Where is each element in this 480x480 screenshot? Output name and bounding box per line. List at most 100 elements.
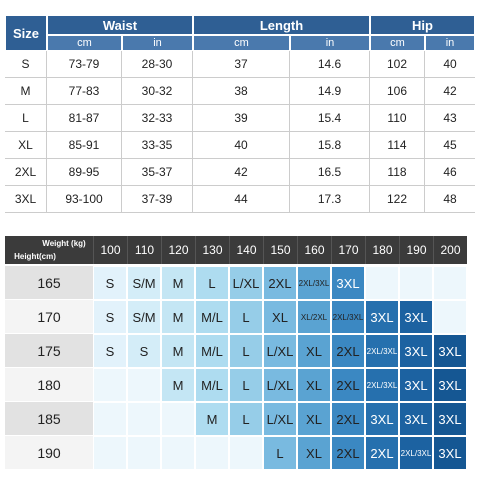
fit-cell: 3XL xyxy=(399,334,433,368)
fit-cell: 3XL xyxy=(399,402,433,436)
fit-cell: 3XL xyxy=(433,402,467,436)
weight-header: 140 xyxy=(229,236,263,264)
fit-cell xyxy=(161,436,195,470)
size-cell: 45 xyxy=(425,132,475,159)
fit-cell: L xyxy=(229,300,263,334)
height-header: 190 xyxy=(5,436,93,470)
fit-cell: 2XL/3XL xyxy=(399,436,433,470)
fit-cell: M/L xyxy=(195,368,229,402)
fit-cell: XL xyxy=(297,402,331,436)
size-cell: 114 xyxy=(370,132,425,159)
fit-cell xyxy=(93,368,127,402)
fit-cell: S xyxy=(93,334,127,368)
fit-cell: M xyxy=(195,402,229,436)
size-cell: 73-79 xyxy=(47,51,122,78)
size-cell: 89-95 xyxy=(47,159,122,186)
corner xyxy=(5,236,93,264)
fit-cell: M xyxy=(161,368,195,402)
weight-header: 200 xyxy=(433,236,467,264)
fit-cell: S/M xyxy=(127,300,161,334)
weight-header: 170 xyxy=(331,236,365,264)
size-cell: 42 xyxy=(425,78,475,105)
fit-cell: 3XL xyxy=(433,436,467,470)
size-cell: 122 xyxy=(370,186,425,213)
fit-cell: 2XL xyxy=(263,266,297,300)
fit-cell xyxy=(365,266,399,300)
fit-cell: 3XL xyxy=(365,402,399,436)
fit-cell xyxy=(195,436,229,470)
size-cell: 38 xyxy=(193,78,290,105)
fit-cell: L xyxy=(229,334,263,368)
size-cell: 32-33 xyxy=(122,105,193,132)
size-cell: 35-37 xyxy=(122,159,193,186)
fit-cell xyxy=(433,266,467,300)
fit-cell xyxy=(127,368,161,402)
size-cell: 15.4 xyxy=(290,105,370,132)
unit-header: in xyxy=(122,35,193,51)
fit-cell: XL/2XL xyxy=(297,300,331,334)
fit-cell: M/L xyxy=(195,300,229,334)
fit-cell: L/XL xyxy=(263,402,297,436)
fit-cell: XL xyxy=(297,334,331,368)
unit-header: in xyxy=(425,35,475,51)
size-cell: 77-83 xyxy=(47,78,122,105)
fit-cell: 3XL xyxy=(365,300,399,334)
height-header: 175 xyxy=(5,334,93,368)
unit-header: cm xyxy=(193,35,290,51)
fit-cell: S/M xyxy=(127,266,161,300)
size-cell: 16.5 xyxy=(290,159,370,186)
size-cell: 2XL xyxy=(5,159,47,186)
fit-cell: M/L xyxy=(195,334,229,368)
size-cell: 46 xyxy=(425,159,475,186)
fit-cell: 3XL xyxy=(331,266,365,300)
fit-cell: L/XL xyxy=(229,266,263,300)
size-cell: 110 xyxy=(370,105,425,132)
fit-cell: L/XL xyxy=(263,368,297,402)
fit-cell: 2XL xyxy=(365,436,399,470)
fit-cell: 2XL/3XL xyxy=(297,266,331,300)
group-header: Hip xyxy=(370,15,475,35)
unit-header: cm xyxy=(370,35,425,51)
size-cell: M xyxy=(5,78,47,105)
fit-cell xyxy=(433,300,467,334)
size-cell: S xyxy=(5,51,47,78)
height-header: 180 xyxy=(5,368,93,402)
weight-header: 160 xyxy=(297,236,331,264)
height-label: Height(cm) xyxy=(14,251,56,261)
size-cell: 93-100 xyxy=(47,186,122,213)
fit-cell: 2XL xyxy=(331,368,365,402)
size-cell: XL xyxy=(5,132,47,159)
size-cell: L xyxy=(5,105,47,132)
height-header: 165 xyxy=(5,266,93,300)
weight-header: 190 xyxy=(399,236,433,264)
fit-cell: L xyxy=(195,266,229,300)
fit-cell: L/XL xyxy=(263,334,297,368)
unit-header: cm xyxy=(47,35,122,51)
fit-cell: 2XL/3XL xyxy=(365,334,399,368)
size-cell: 43 xyxy=(425,105,475,132)
fit-cell: L xyxy=(229,402,263,436)
weight-header: 100 xyxy=(93,236,127,264)
height-header: 185 xyxy=(5,402,93,436)
size-cell: 37-39 xyxy=(122,186,193,213)
size-cell: 42 xyxy=(193,159,290,186)
fit-cell: 3XL xyxy=(433,334,467,368)
fit-cell: 2XL/3XL xyxy=(331,300,365,334)
fit-cell xyxy=(127,402,161,436)
fit-cell: L xyxy=(263,436,297,470)
size-cell: 48 xyxy=(425,186,475,213)
fit-cell: XL xyxy=(263,300,297,334)
size-cell: 85-91 xyxy=(47,132,122,159)
size-cell: 14.6 xyxy=(290,51,370,78)
fit-cell: 2XL xyxy=(331,334,365,368)
fit-cell: 2XL xyxy=(331,402,365,436)
size-cell: 17.3 xyxy=(290,186,370,213)
height-header: 170 xyxy=(5,300,93,334)
size-cell: 30-32 xyxy=(122,78,193,105)
size-cell: 37 xyxy=(193,51,290,78)
size-cell: 28-30 xyxy=(122,51,193,78)
size-cell: 44 xyxy=(193,186,290,213)
group-header: Waist xyxy=(47,15,193,35)
size-cell: 33-35 xyxy=(122,132,193,159)
size-cell: 81-87 xyxy=(47,105,122,132)
